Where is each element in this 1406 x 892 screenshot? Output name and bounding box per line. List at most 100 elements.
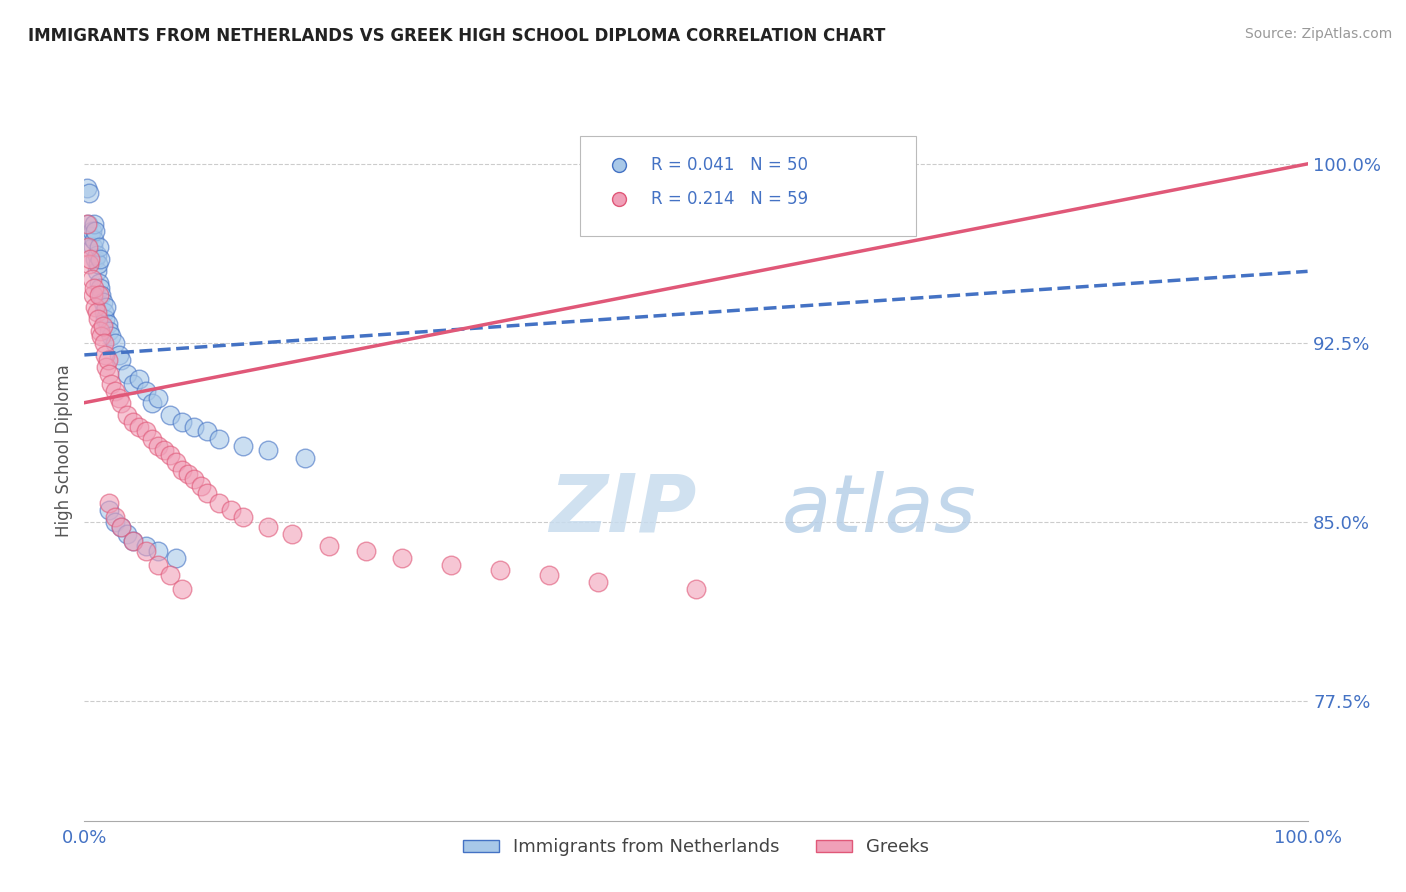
Point — [607, 432, 630, 446]
Point — [97, 503, 120, 517]
Point — [83, 281, 105, 295]
Point — [195, 425, 218, 439]
Point — [128, 372, 150, 386]
Point — [354, 543, 377, 558]
Point — [97, 367, 120, 381]
Point — [208, 432, 231, 446]
Point — [97, 324, 120, 338]
Point — [122, 534, 145, 549]
Point — [232, 510, 254, 524]
Point — [93, 305, 115, 319]
Point — [87, 312, 110, 326]
Point — [107, 391, 129, 405]
Point — [84, 252, 107, 267]
Point — [76, 217, 98, 231]
Point — [77, 240, 100, 254]
Point — [141, 395, 163, 409]
Legend: Immigrants from Netherlands, Greeks: Immigrants from Netherlands, Greeks — [456, 831, 936, 863]
Point — [104, 384, 127, 398]
Point — [146, 439, 169, 453]
Point — [122, 376, 145, 391]
Point — [94, 312, 117, 326]
Point — [195, 486, 218, 500]
Point — [172, 462, 194, 476]
Point — [586, 574, 609, 589]
Y-axis label: High School Diploma: High School Diploma — [55, 364, 73, 537]
Point — [538, 567, 561, 582]
Point — [83, 233, 105, 247]
Point — [607, 539, 630, 553]
Point — [94, 348, 117, 362]
Point — [110, 520, 132, 534]
Point — [135, 543, 157, 558]
Point — [100, 376, 122, 391]
Point — [79, 252, 101, 267]
Point — [87, 288, 110, 302]
Point — [281, 527, 304, 541]
Point — [87, 240, 110, 254]
Point — [146, 391, 169, 405]
Point — [721, 157, 744, 171]
Point — [318, 539, 340, 553]
Point — [93, 336, 115, 351]
Point — [96, 359, 118, 374]
Point — [146, 543, 169, 558]
Point — [84, 224, 107, 238]
Point — [97, 352, 120, 367]
Point — [257, 443, 280, 458]
Point — [190, 479, 212, 493]
Point — [135, 539, 157, 553]
Point — [122, 534, 145, 549]
Point — [172, 582, 194, 596]
Point — [90, 288, 112, 302]
Point — [159, 567, 181, 582]
Text: ZIP: ZIP — [550, 471, 696, 549]
Point — [159, 408, 181, 422]
Point — [128, 419, 150, 434]
Point — [208, 496, 231, 510]
Point — [115, 527, 138, 541]
Point — [80, 271, 103, 285]
Text: Source: ZipAtlas.com: Source: ZipAtlas.com — [1244, 27, 1392, 41]
Point — [153, 443, 176, 458]
Point — [122, 415, 145, 429]
Point — [89, 252, 111, 267]
Point — [104, 336, 127, 351]
Point — [232, 439, 254, 453]
FancyBboxPatch shape — [579, 136, 917, 235]
Point — [115, 367, 138, 381]
Point — [77, 186, 100, 200]
Point — [110, 352, 132, 367]
Text: R = 0.041   N = 50: R = 0.041 N = 50 — [651, 156, 807, 175]
Point — [89, 281, 111, 295]
Point — [83, 217, 105, 231]
Point — [172, 415, 194, 429]
Point — [110, 520, 132, 534]
Text: R = 0.214   N = 59: R = 0.214 N = 59 — [651, 190, 808, 208]
Point — [183, 419, 205, 434]
Point — [110, 395, 132, 409]
Point — [84, 300, 107, 314]
Point — [104, 515, 127, 529]
Point — [91, 319, 114, 334]
Point — [77, 257, 100, 271]
Point — [115, 408, 138, 422]
Point — [77, 217, 100, 231]
Point — [96, 300, 118, 314]
Point — [91, 295, 114, 310]
Point — [82, 288, 104, 302]
Point — [135, 425, 157, 439]
Point — [183, 472, 205, 486]
Point — [82, 240, 104, 254]
Point — [165, 550, 187, 565]
Point — [146, 558, 169, 573]
Point — [107, 348, 129, 362]
Point — [89, 324, 111, 338]
Point — [165, 455, 187, 469]
Point — [177, 467, 200, 482]
Point — [76, 180, 98, 194]
Point — [87, 257, 110, 271]
Point — [80, 224, 103, 238]
Point — [86, 264, 108, 278]
Point — [219, 503, 242, 517]
